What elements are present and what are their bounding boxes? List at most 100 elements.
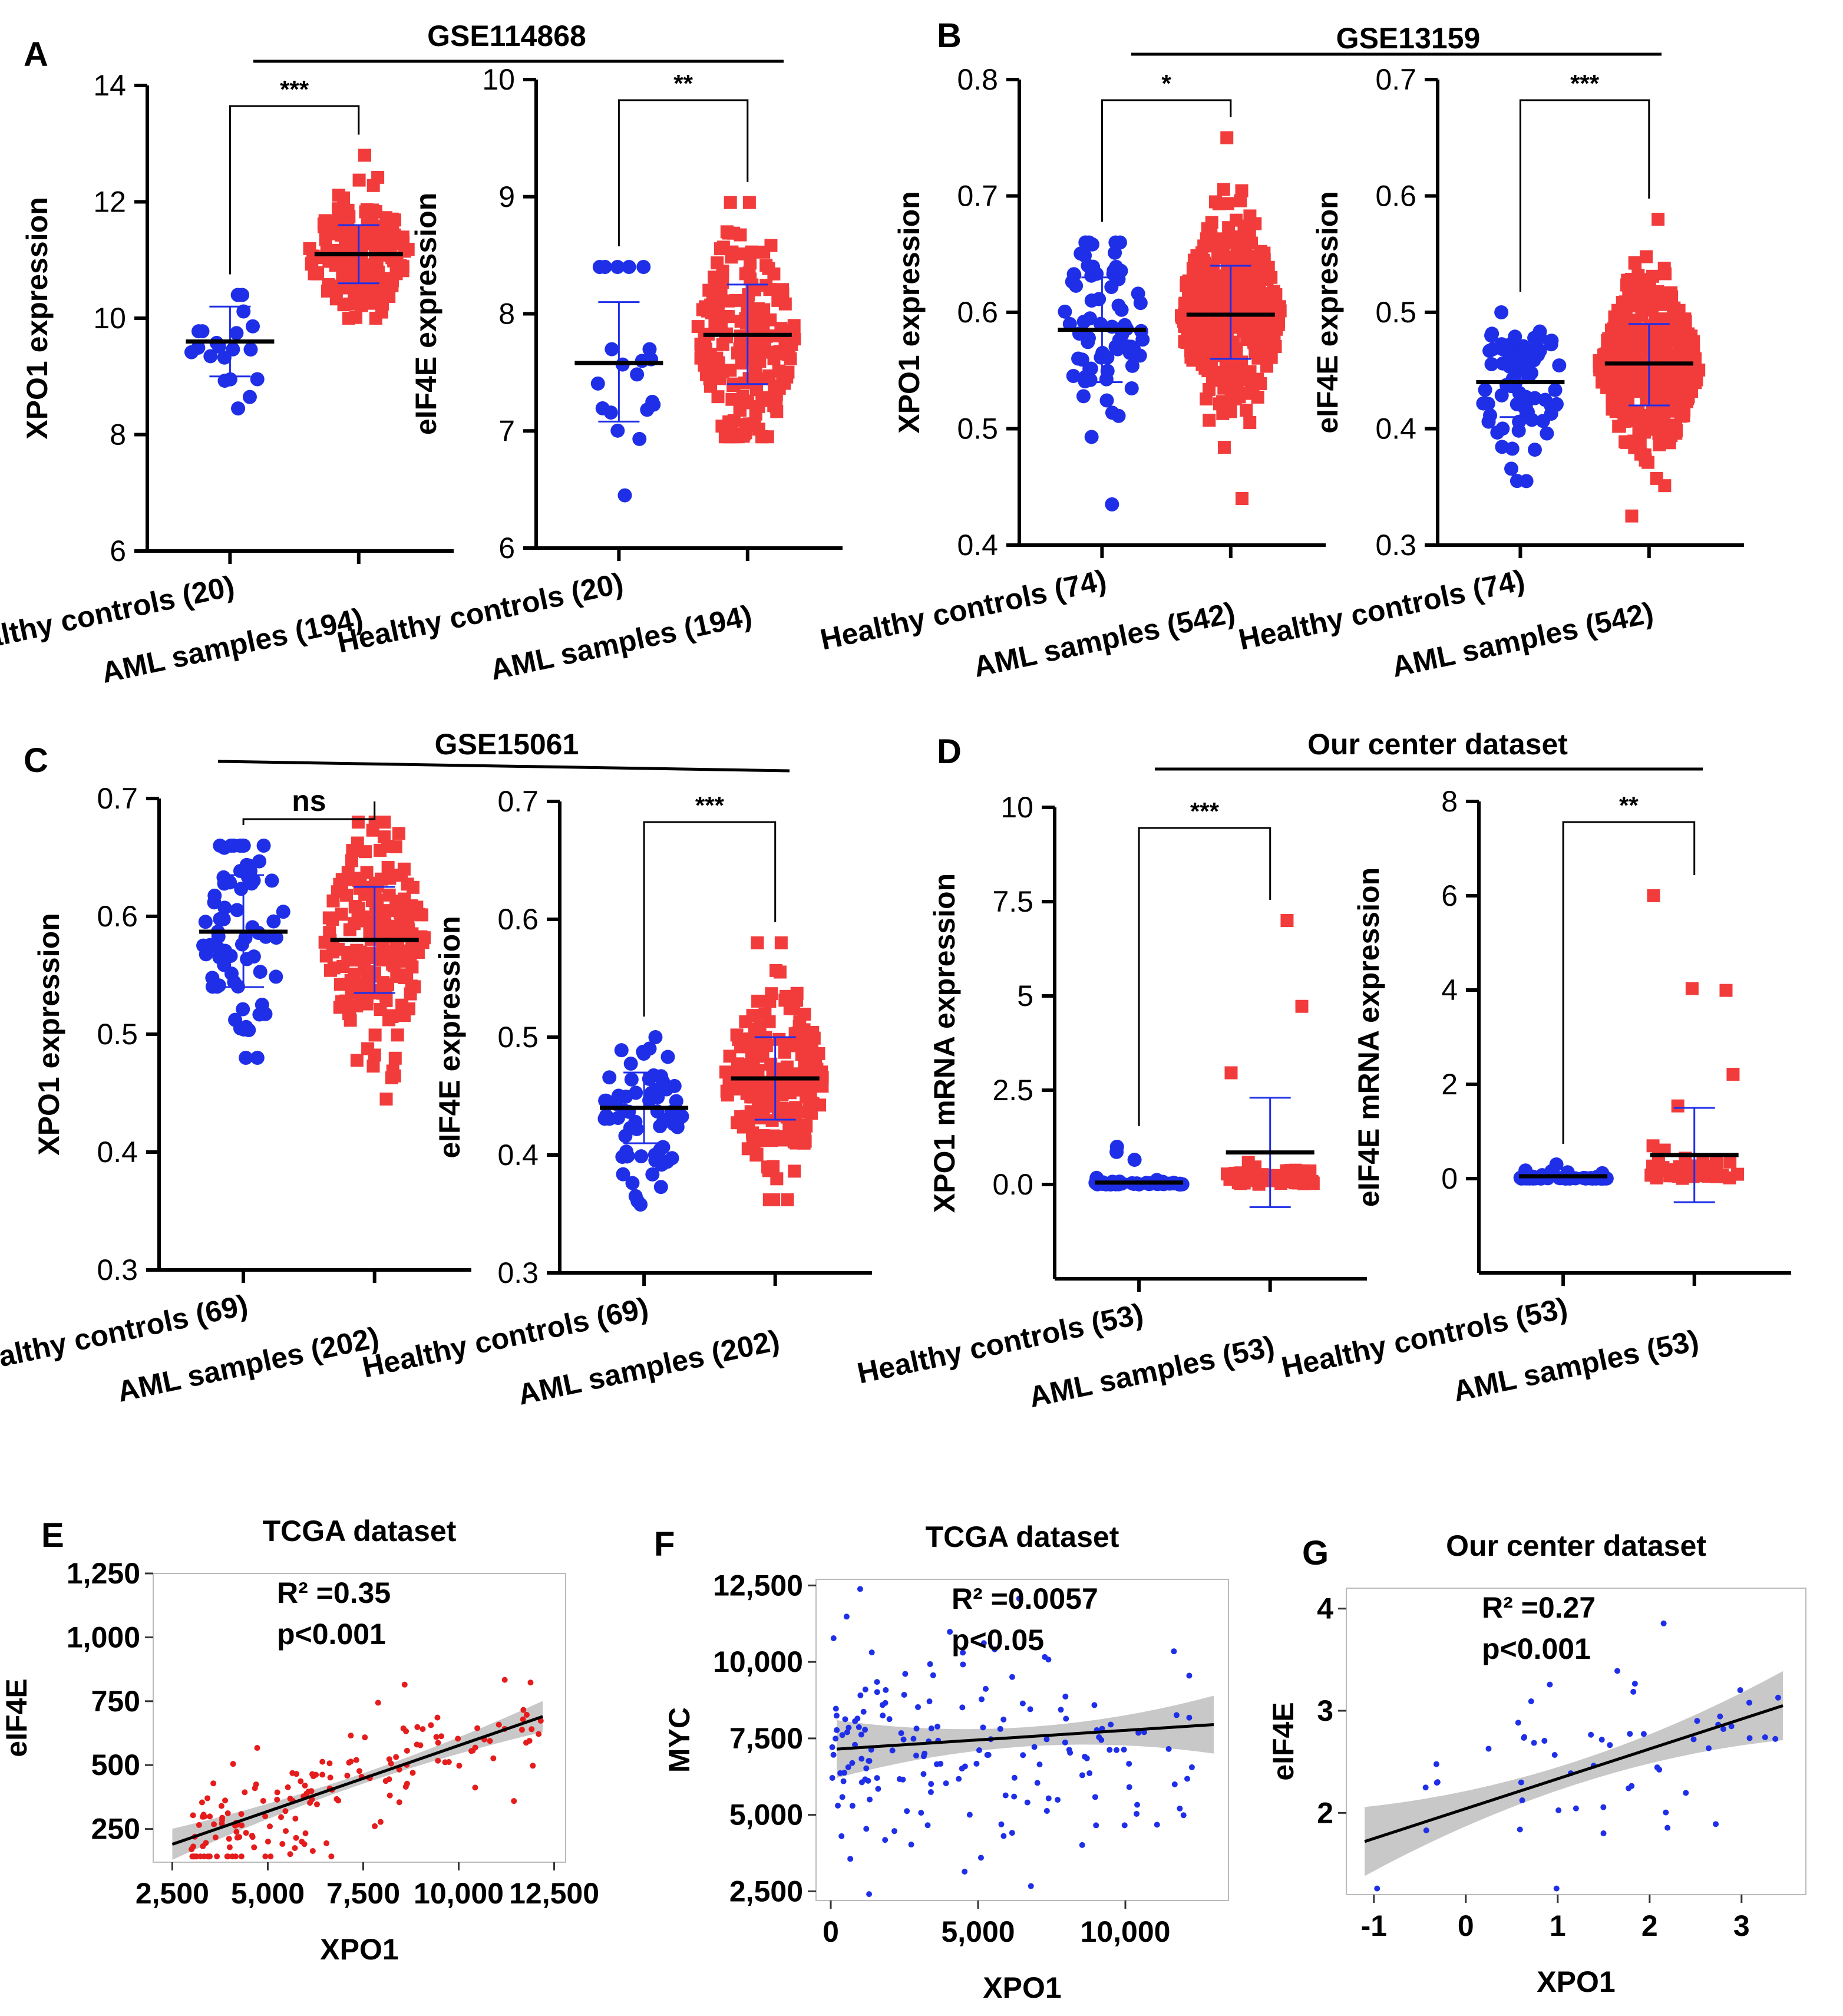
data-point [834,1727,840,1733]
data-point [195,324,210,339]
data-point [1684,334,1697,347]
data-point [372,265,385,279]
data-point [623,1056,638,1071]
data-point [840,1778,847,1784]
data-point [1630,1688,1637,1695]
data-point [1020,1752,1026,1758]
data-point [1519,1797,1525,1804]
data-point [345,272,359,285]
dataset-title-c: GSE15061 [435,728,579,761]
panel-letter-c: C [24,741,48,780]
scatter-plots: 2,500 5,000 7,500 10,000 12,5002505007501,00… [0,1515,1806,2004]
data-point [214,1853,220,1860]
data-point [1184,351,1198,364]
data-point [218,1803,224,1809]
data-point [222,1797,229,1804]
data-point [896,1776,903,1782]
data-point [323,964,337,977]
data-point [1659,267,1672,281]
data-point [1079,1772,1085,1779]
data-point [937,1761,944,1767]
x-tick-label: 10,000 [1081,1915,1171,1948]
data-point [708,365,721,379]
data-point [391,899,405,913]
data-point [1098,1737,1105,1743]
data-point [1031,1744,1038,1750]
data-point [1076,389,1091,404]
data-point [239,1019,253,1034]
data-point [527,1680,534,1686]
data-point [201,1813,207,1820]
data-point [381,861,395,875]
data-point [1105,497,1119,512]
data-point [474,1725,481,1731]
y-axis-label: eIF4E expression [1311,191,1344,433]
data-point [755,394,769,407]
data-point [1649,313,1662,326]
y-tick-label: 0.7 [1375,63,1416,96]
data-point [212,1834,219,1840]
data-point [412,908,425,921]
data-point [395,951,409,965]
data-point [403,1728,409,1734]
data-point [1065,275,1079,289]
scatter-g: -1 0 1 2 3 2 3 4 XPO1 eIF4E Our center dataset R² =… [1267,1529,1806,1998]
data-point [1132,348,1147,363]
data-point [866,1757,872,1764]
panel-letter-f: F [654,1525,675,1563]
data-point [1273,300,1286,314]
data-point [1598,1737,1605,1743]
data-point [1600,1830,1607,1837]
data-point [355,237,368,250]
data-point [1682,390,1695,404]
data-point [636,260,651,274]
data-point [857,1586,863,1592]
data-point [722,294,735,308]
data-point [283,1828,289,1834]
data-point [716,338,729,351]
data-point [1217,281,1231,294]
data-point [233,1829,240,1835]
data-point [1203,414,1216,427]
data-point [490,1755,497,1761]
y-tick-label: 6 [1441,879,1458,912]
y-tick-label: 0.4 [957,529,998,562]
data-point [207,1813,213,1820]
data-point [1737,1687,1743,1694]
data-point [1659,342,1673,355]
data-point [862,1727,868,1733]
data-point [1505,441,1520,456]
data-point [1178,320,1192,334]
data-point [1484,357,1499,371]
data-point [798,1007,811,1021]
data-point [360,866,374,879]
y-axis-label: eIF4E expression [433,916,466,1158]
data-point [276,905,290,919]
data-point [1114,1747,1120,1753]
data-point [235,288,250,302]
data-point [392,827,405,840]
data-point [934,1723,941,1730]
data-point [1374,1885,1380,1892]
data-point [1588,1731,1594,1738]
data-point [346,1760,352,1766]
y-tick-label: 2.5 [992,1074,1033,1107]
data-point [1238,257,1252,270]
data-point [922,1750,928,1757]
data-point [1690,1736,1697,1743]
data-point [236,304,251,319]
data-point [292,1816,299,1822]
data-point [1226,349,1239,363]
data-point [788,1164,801,1178]
data-point [774,1101,788,1115]
data-point [386,225,399,239]
data-point [783,1086,797,1100]
data-point [1616,318,1629,332]
data-point [1108,1721,1114,1728]
data-point [333,978,347,991]
data-point [753,319,767,333]
data-point [1696,1156,1710,1170]
data-point [754,1096,767,1109]
